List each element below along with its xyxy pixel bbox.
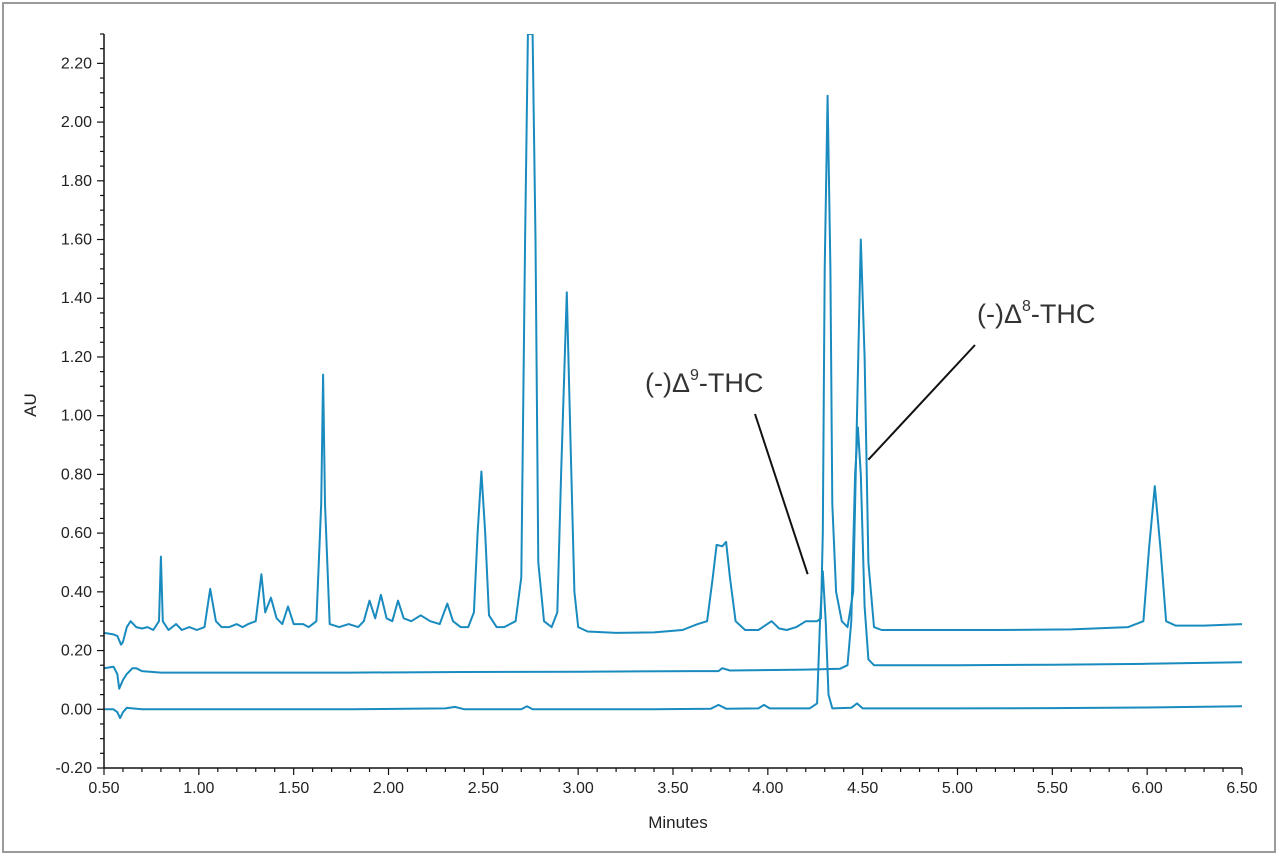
- y-tick-label: 0.40: [61, 584, 92, 601]
- series-layer: [104, 34, 1242, 720]
- x-tick-label: 5.00: [942, 780, 973, 797]
- x-tick-label: 3.00: [563, 780, 594, 797]
- annotation-leader-2: [867, 344, 976, 461]
- x-tick-label: 5.50: [1037, 780, 1068, 797]
- y-tick-label: 1.20: [61, 349, 92, 366]
- annotation-layer: (-)Δ9-THC (-)Δ8-THC: [645, 298, 1095, 575]
- annotation-delta8-base: (-)Δ: [977, 299, 1022, 329]
- y-tick-label: -0.20: [56, 760, 93, 777]
- annotation-delta9-suffix: -THC: [699, 368, 763, 398]
- y-tick-label: 1.40: [61, 290, 92, 307]
- x-tick-label: 1.00: [183, 780, 214, 797]
- x-tick-label: 1.50: [278, 780, 309, 797]
- axis-layer: -0.20 0.00 0.20 0.40 0.60 0.80 1.00 1.20 1.40 1.6…: [56, 33, 1258, 797]
- x-tick-label: 4.50: [847, 780, 878, 797]
- annotation-delta9-thc: (-)Δ9-THC: [645, 367, 763, 398]
- y-tick-label: 2.20: [61, 55, 92, 72]
- annotation-delta9-base: (-)Δ: [645, 368, 690, 398]
- x-tick-label: 6.50: [1226, 780, 1257, 797]
- x-axis-title: Minutes: [648, 813, 708, 832]
- annotation-leader-1: [754, 413, 809, 575]
- series-line-3: [104, 570, 1242, 720]
- y-axis-title: AU: [21, 393, 40, 417]
- y-tick-label: 0.20: [61, 643, 92, 660]
- x-tick-label: 0.50: [88, 780, 119, 797]
- y-tick-label: 0.80: [61, 466, 92, 483]
- x-tick-label: 2.00: [373, 780, 404, 797]
- annotation-delta9-sup: 9: [690, 367, 699, 384]
- y-tick-label: 0.00: [61, 701, 92, 718]
- x-tick-label: 2.50: [468, 780, 499, 797]
- series-line-1: [104, 34, 1242, 646]
- x-tick-label: 4.00: [752, 780, 783, 797]
- annotation-delta8-sup: 8: [1022, 298, 1031, 315]
- y-tick-label: 1.80: [61, 173, 92, 190]
- y-tick-label: 2.00: [61, 114, 92, 131]
- x-tick-label: 6.00: [1132, 780, 1163, 797]
- y-tick-label: 1.00: [61, 408, 92, 425]
- y-tick-label: 1.60: [61, 232, 92, 249]
- annotation-delta8-thc: (-)Δ8-THC: [977, 298, 1095, 329]
- x-tick-label: 3.50: [657, 780, 688, 797]
- y-tick-label: 0.60: [61, 525, 92, 542]
- series-line-2: [104, 426, 1242, 690]
- annotation-delta8-suffix: -THC: [1031, 299, 1095, 329]
